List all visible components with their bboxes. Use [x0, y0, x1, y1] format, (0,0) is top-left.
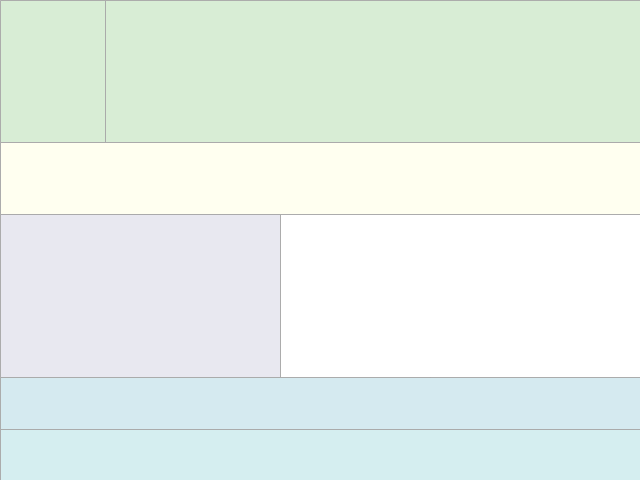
Text: пересечения стойки и ригеля.: пересечения стойки и ригеля.	[115, 457, 312, 470]
Text: . При мягкой  (рулонной) кровле: . При мягкой (рулонной) кровле	[136, 87, 351, 100]
Text: l: l	[429, 372, 431, 382]
Text: y: y	[362, 268, 367, 277]
Text: y: y	[362, 220, 368, 230]
Text: 0: 0	[352, 364, 358, 374]
Text: $h_{cm}$: $h_{cm}$	[48, 446, 82, 468]
Text: a₁: a₁	[295, 288, 305, 297]
Text: a₁: a₁	[333, 226, 342, 235]
Text: определяют из выражения: определяют из выражения	[5, 406, 180, 419]
Text: i≥25%: i≥25%	[111, 87, 155, 100]
Text: r: r	[520, 314, 524, 324]
Text: б: б	[416, 261, 422, 270]
Text: учетом требуемого уклона кровли. При кровле из листовых: учетом требуемого уклона кровли. При кро…	[111, 48, 500, 61]
Text: x: x	[526, 352, 532, 362]
Text: i: i	[312, 28, 316, 41]
Text: i≤25%: i≤25%	[279, 87, 323, 100]
Text: полурамы, где: полурамы, где	[5, 279, 97, 292]
Text: Координаты сечений полуригеля этой рамы: Координаты сечений полуригеля этой рамы	[5, 385, 292, 398]
Text: β: β	[364, 289, 370, 298]
Text: упрощения расчетов принимают параллельными их наружным кромкам и: упрощения расчетов принимают параллельны…	[5, 170, 490, 183]
Text: где: где	[5, 436, 28, 449]
Text: №17/17: №17/17	[6, 22, 50, 32]
Text: шип, следует проводить по: шип, следует проводить по	[5, 317, 178, 330]
Text: принимается с: принимается с	[318, 28, 417, 41]
Text: , что: , что	[304, 87, 333, 100]
Text: соответствует  углу: соответствует углу	[111, 107, 249, 120]
Text: располагается зубчатый: располагается зубчатый	[5, 298, 159, 311]
Text: В раме ломаного очертания: В раме ломаного очертания	[5, 222, 180, 235]
Text: - условная длина стойки, равная расстоянию от опор до: - условная длина стойки, равная расстоян…	[115, 436, 482, 449]
Text: материалов (например, волнистых асбестоцементных листов): материалов (например, волнистых асбестоц…	[111, 68, 518, 81]
Text: β: β	[346, 271, 352, 280]
Text: элементов. Уклон верхней кромки ригеля рамы: элементов. Уклон верхней кромки ригеля р…	[111, 28, 425, 41]
Text: Лекция 17: Лекция 17	[6, 8, 67, 18]
Text: α: α	[368, 267, 374, 276]
Text: l₁: l₁	[424, 248, 433, 259]
Text: направлению биссектрисы: направлению биссектрисы	[5, 336, 173, 349]
Text: a₁: a₁	[370, 332, 379, 341]
Text: Расчетные оси элементов трехшарнирных рам, имеющих переменное сечение, для: Расчетные оси элементов трехшарнирных ра…	[5, 150, 549, 163]
Text: $\beta = \dfrac{90^{\circ} - \alpha}{2}$: $\beta = \dfrac{90^{\circ} - \alpha}{2}$	[47, 290, 148, 326]
Text: проходящими через центры их опорного о конькового узлов.: проходящими через центры их опорного о к…	[5, 190, 405, 203]
Text: сечение, проходящее через: сечение, проходящее через	[5, 241, 179, 254]
Text: угла этой оси: угла этой оси	[5, 355, 90, 368]
Text: α=14°20′.: α=14°20′.	[204, 107, 266, 120]
Text: точку перелома оси: точку перелома оси	[5, 260, 130, 273]
Text: Геометрический расчет дощатоклееных рам из прямолинейных: Геометрический расчет дощатоклееных рам …	[111, 9, 529, 22]
Text: $y_n = h_{cm} + x_n\,tg\,\alpha$: $y_n = h_{cm} + x_n\,tg\,\alpha$	[310, 390, 486, 414]
